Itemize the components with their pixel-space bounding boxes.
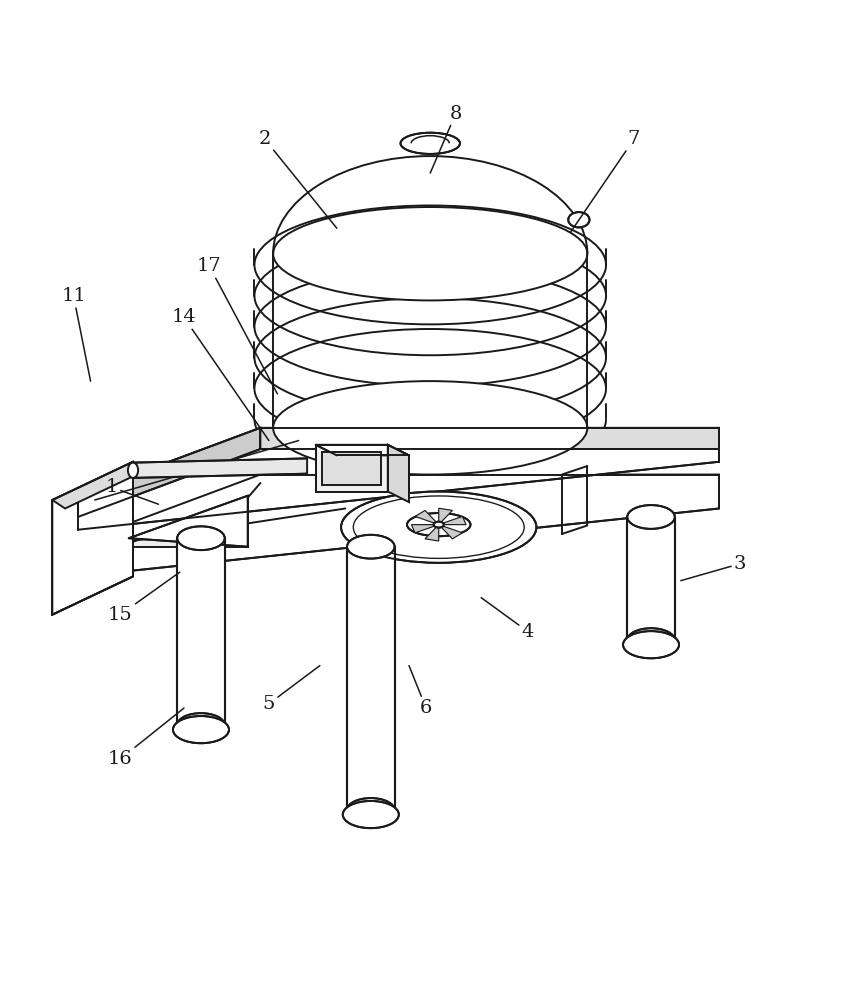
Polygon shape [133, 458, 307, 478]
Polygon shape [415, 510, 439, 525]
Ellipse shape [347, 798, 394, 822]
Text: 1: 1 [106, 478, 158, 504]
Ellipse shape [347, 535, 394, 559]
Polygon shape [129, 496, 248, 547]
Text: 7: 7 [570, 130, 640, 232]
Ellipse shape [273, 381, 587, 475]
Polygon shape [261, 428, 719, 449]
Ellipse shape [627, 628, 675, 652]
Ellipse shape [177, 713, 225, 737]
Polygon shape [78, 428, 261, 517]
Text: 14: 14 [171, 308, 269, 441]
Text: 4: 4 [481, 598, 534, 641]
Ellipse shape [341, 492, 537, 563]
Ellipse shape [623, 631, 679, 658]
Ellipse shape [568, 212, 590, 227]
Ellipse shape [177, 526, 225, 550]
Polygon shape [78, 428, 719, 530]
Polygon shape [412, 525, 439, 533]
Text: 3: 3 [681, 555, 746, 581]
Polygon shape [177, 538, 225, 725]
Ellipse shape [173, 716, 229, 743]
Polygon shape [627, 517, 675, 640]
Polygon shape [425, 525, 439, 541]
Ellipse shape [627, 505, 675, 529]
Ellipse shape [400, 133, 460, 154]
Text: 8: 8 [430, 105, 462, 173]
Polygon shape [439, 525, 463, 539]
Polygon shape [52, 462, 146, 508]
Polygon shape [52, 462, 133, 615]
Ellipse shape [343, 801, 399, 828]
Polygon shape [439, 508, 452, 525]
Polygon shape [439, 516, 466, 525]
Text: 2: 2 [258, 130, 337, 228]
Polygon shape [347, 547, 394, 810]
Text: 6: 6 [409, 666, 432, 717]
Text: 16: 16 [108, 708, 184, 768]
Polygon shape [120, 496, 248, 547]
Ellipse shape [407, 513, 470, 536]
Ellipse shape [434, 522, 444, 528]
Text: 17: 17 [197, 257, 278, 394]
Text: 5: 5 [262, 666, 320, 713]
Polygon shape [315, 445, 388, 492]
Polygon shape [315, 445, 409, 455]
Polygon shape [78, 475, 719, 576]
Ellipse shape [273, 207, 587, 300]
Ellipse shape [128, 463, 138, 478]
Polygon shape [322, 452, 381, 485]
Text: 15: 15 [108, 572, 180, 624]
Text: 11: 11 [61, 287, 90, 381]
Polygon shape [388, 445, 409, 502]
